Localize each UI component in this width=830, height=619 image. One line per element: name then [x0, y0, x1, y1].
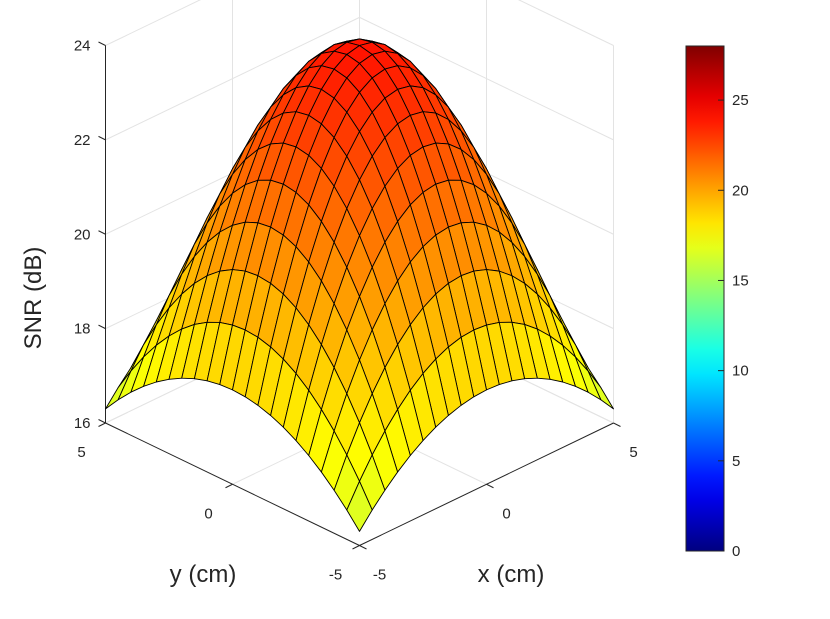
z-tick-mark	[98, 41, 106, 46]
grid-line-z-wall	[105, 0, 201, 46]
y-tick-label: 5	[77, 444, 85, 461]
tick-labels: -5 0 5 -5 0 5 16 18 20 22 24	[74, 38, 638, 584]
colorbar-tick-label: 10	[732, 363, 749, 380]
z-tick-mark	[98, 230, 106, 235]
colorbar: 0 5 10 15 20 25	[685, 45, 749, 560]
x-tick-mark	[486, 483, 494, 489]
z-tick-label: 16	[74, 415, 91, 432]
y-tick-mark	[352, 545, 360, 550]
x-tick-mark	[359, 545, 367, 550]
colorbar-tick-label: 0	[732, 543, 740, 560]
grid-line-z-wall	[518, 0, 614, 46]
z-tick-mark	[98, 135, 106, 141]
z-tick-label: 24	[74, 38, 91, 55]
y-tick-mark	[225, 483, 233, 489]
z-tick-label: 18	[74, 321, 91, 338]
colorbar-tick-label: 20	[732, 182, 749, 199]
x-tick-mark	[613, 422, 621, 427]
colorbar-tick-label: 5	[732, 453, 740, 470]
x-tick-label: -5	[373, 567, 386, 584]
z-tick-label: 22	[74, 132, 91, 149]
surface-patch	[346, 480, 373, 532]
x-axis-label: x (cm)	[478, 561, 545, 588]
grid-line-z-wall	[105, 16, 360, 141]
y-tick-label: 0	[204, 505, 212, 522]
colorbar-gradient	[685, 45, 725, 552]
surface-mesh	[105, 38, 614, 532]
x-tick-label: 5	[629, 444, 637, 461]
x-tick-label: 0	[502, 505, 510, 522]
colorbar-tick-label: 25	[732, 92, 749, 109]
colorbar-tick-label: 15	[732, 272, 749, 289]
z-tick-mark	[98, 419, 106, 424]
y-tick-label: -5	[329, 567, 342, 584]
y-axis-label: y (cm)	[170, 561, 237, 588]
grid-line-z-wall	[359, 16, 614, 141]
y-tick-mark	[98, 422, 106, 427]
z-tick-mark	[98, 324, 106, 330]
z-tick-label: 20	[74, 226, 91, 243]
z-axis-label: SNR (dB)	[20, 247, 47, 350]
axes	[98, 41, 621, 550]
